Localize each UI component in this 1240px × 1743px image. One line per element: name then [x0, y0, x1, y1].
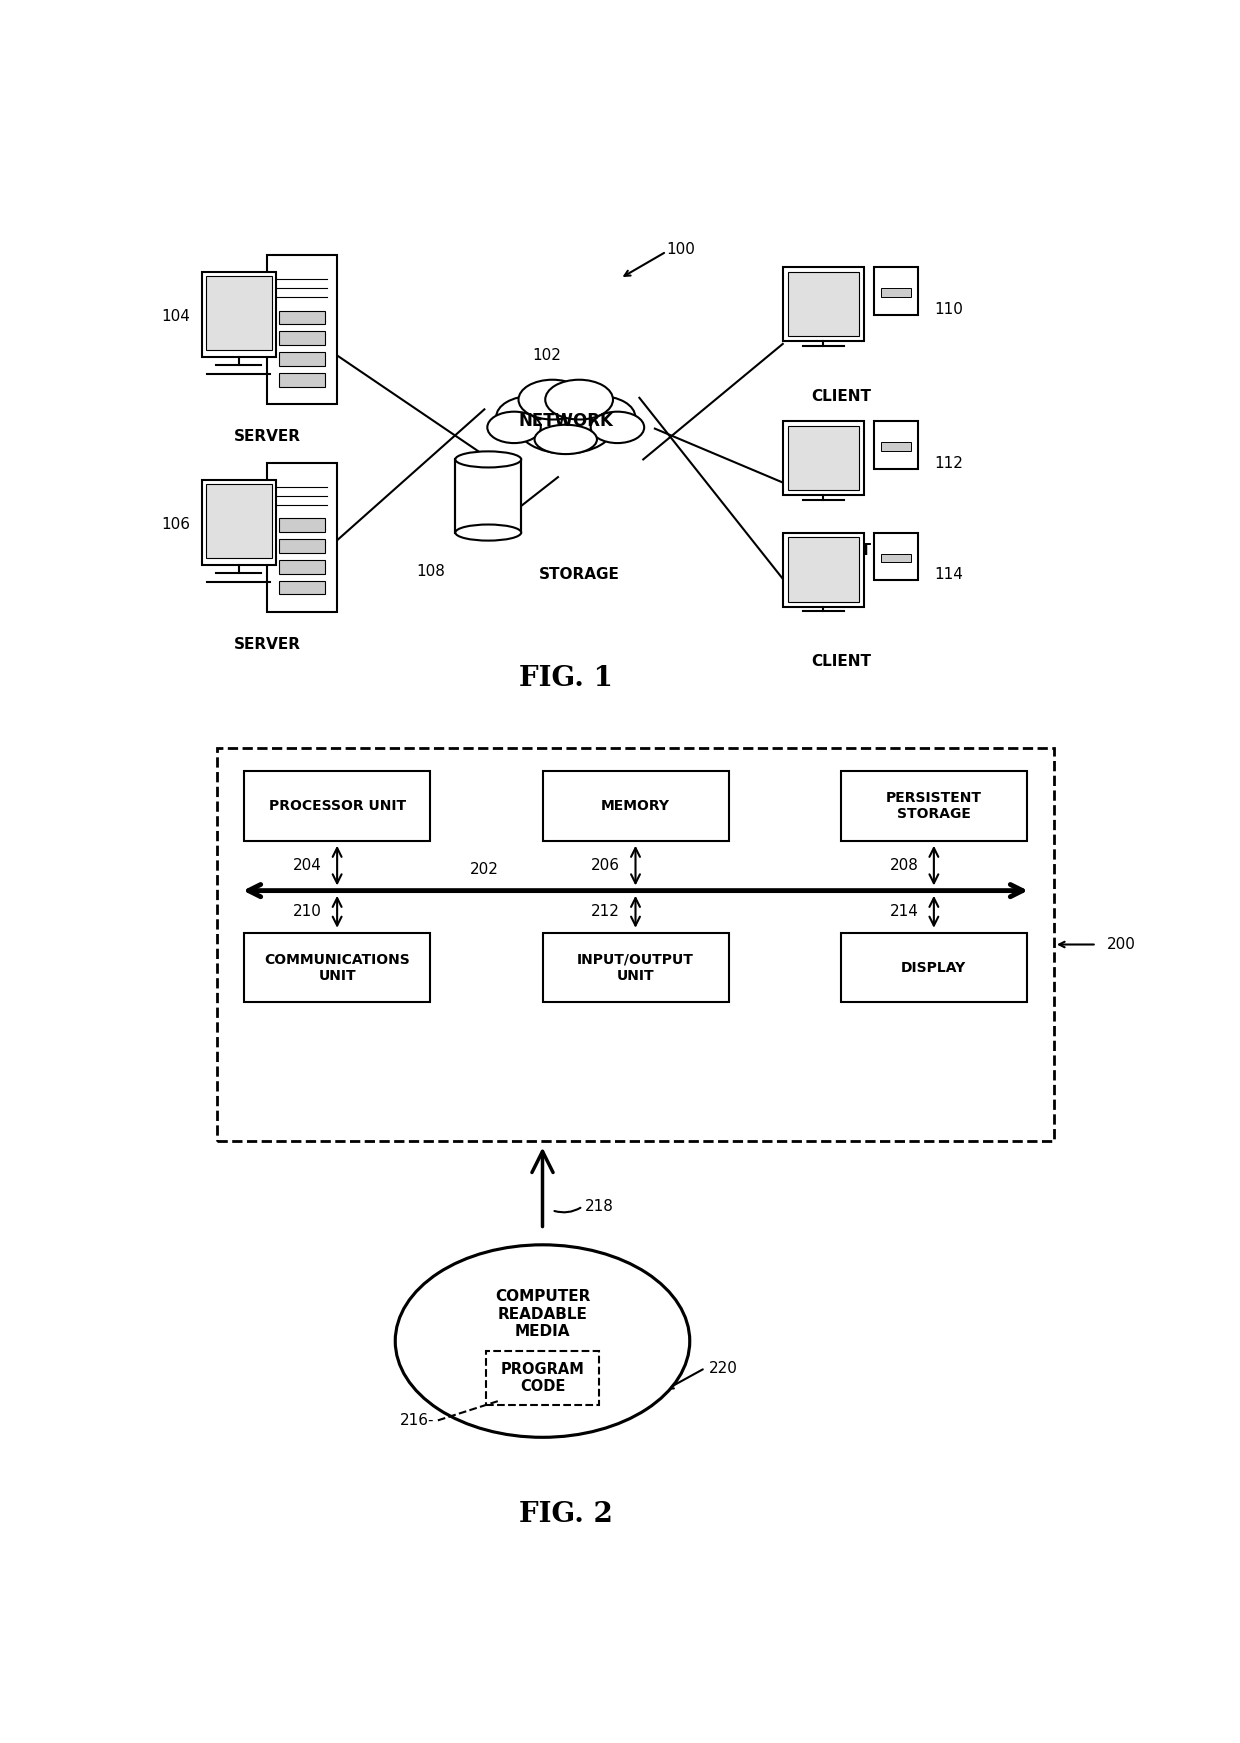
Text: COMPUTER
READABLE
MEDIA: COMPUTER READABLE MEDIA — [495, 1290, 590, 1339]
FancyBboxPatch shape — [267, 256, 337, 404]
Text: 210: 210 — [293, 905, 321, 919]
Text: 104: 104 — [161, 310, 190, 324]
FancyBboxPatch shape — [782, 420, 864, 495]
Text: 112: 112 — [934, 455, 962, 471]
FancyBboxPatch shape — [782, 533, 864, 607]
FancyBboxPatch shape — [782, 267, 864, 342]
FancyBboxPatch shape — [267, 464, 337, 612]
FancyBboxPatch shape — [543, 770, 729, 840]
FancyBboxPatch shape — [787, 272, 859, 336]
Text: 212: 212 — [591, 905, 620, 919]
FancyBboxPatch shape — [279, 539, 325, 553]
FancyBboxPatch shape — [206, 277, 272, 350]
FancyBboxPatch shape — [279, 518, 325, 532]
Ellipse shape — [518, 380, 587, 420]
FancyBboxPatch shape — [882, 554, 910, 563]
FancyBboxPatch shape — [841, 933, 1027, 1002]
Text: 100: 100 — [666, 242, 694, 256]
FancyBboxPatch shape — [244, 933, 430, 1002]
Ellipse shape — [487, 411, 541, 443]
FancyBboxPatch shape — [244, 770, 430, 840]
Text: 114: 114 — [934, 568, 962, 582]
Text: 102: 102 — [532, 349, 560, 363]
Text: MEMORY: MEMORY — [601, 798, 670, 812]
Bar — [455, 460, 521, 533]
FancyBboxPatch shape — [787, 425, 859, 490]
Text: 206: 206 — [591, 858, 620, 873]
Text: SERVER: SERVER — [234, 429, 301, 444]
FancyBboxPatch shape — [874, 533, 919, 580]
Text: FIG. 1: FIG. 1 — [518, 666, 613, 692]
Text: NETWORK: NETWORK — [518, 411, 614, 431]
FancyBboxPatch shape — [543, 933, 729, 1002]
Text: INPUT/OUTPUT
UNIT: INPUT/OUTPUT UNIT — [577, 952, 694, 983]
FancyBboxPatch shape — [279, 352, 325, 366]
FancyBboxPatch shape — [201, 479, 277, 565]
Text: 208: 208 — [889, 858, 919, 873]
FancyBboxPatch shape — [201, 272, 277, 357]
Ellipse shape — [496, 396, 568, 437]
Text: CLIENT: CLIENT — [811, 389, 870, 404]
Text: DISPLAY: DISPLAY — [901, 960, 966, 974]
Text: 202: 202 — [470, 861, 498, 877]
Text: PROCESSOR UNIT: PROCESSOR UNIT — [269, 798, 405, 812]
FancyBboxPatch shape — [279, 560, 325, 573]
Text: 106: 106 — [161, 518, 190, 532]
Text: 108: 108 — [417, 563, 445, 579]
Text: 218: 218 — [585, 1199, 614, 1213]
Ellipse shape — [590, 411, 645, 443]
Text: COMMUNICATIONS
UNIT: COMMUNICATIONS UNIT — [264, 952, 410, 983]
Text: PERSISTENT
STORAGE: PERSISTENT STORAGE — [885, 791, 982, 821]
Text: STORAGE: STORAGE — [538, 568, 620, 582]
Ellipse shape — [455, 525, 521, 540]
FancyBboxPatch shape — [279, 310, 325, 324]
FancyBboxPatch shape — [874, 420, 919, 469]
Text: 214: 214 — [889, 905, 919, 919]
Ellipse shape — [396, 1245, 689, 1438]
Text: SERVER: SERVER — [234, 636, 301, 652]
FancyBboxPatch shape — [279, 580, 325, 594]
Text: PROGRAM
CODE: PROGRAM CODE — [501, 1361, 584, 1394]
Ellipse shape — [564, 396, 635, 437]
Ellipse shape — [517, 396, 615, 453]
Text: CLIENT: CLIENT — [811, 542, 870, 558]
FancyBboxPatch shape — [486, 1351, 599, 1405]
Text: 204: 204 — [293, 858, 321, 873]
FancyBboxPatch shape — [882, 288, 910, 296]
FancyBboxPatch shape — [279, 373, 325, 387]
Text: CLIENT: CLIENT — [811, 654, 870, 669]
FancyBboxPatch shape — [841, 770, 1027, 840]
Text: 200: 200 — [1107, 938, 1136, 952]
FancyBboxPatch shape — [217, 748, 1054, 1142]
Text: 110: 110 — [934, 302, 962, 317]
Text: FIG. 2: FIG. 2 — [518, 1501, 613, 1529]
Ellipse shape — [455, 451, 521, 467]
Ellipse shape — [534, 425, 596, 455]
FancyBboxPatch shape — [279, 331, 325, 345]
FancyBboxPatch shape — [206, 485, 272, 558]
Text: 216-: 216- — [399, 1414, 434, 1428]
Text: 220: 220 — [709, 1361, 738, 1375]
FancyBboxPatch shape — [874, 267, 919, 315]
FancyBboxPatch shape — [787, 537, 859, 601]
FancyBboxPatch shape — [882, 443, 910, 450]
Ellipse shape — [546, 380, 613, 420]
